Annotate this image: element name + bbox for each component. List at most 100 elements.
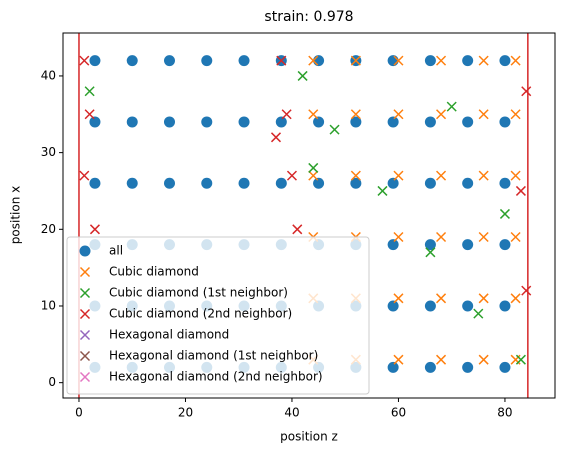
y-tick-label: 0 <box>48 375 56 389</box>
point <box>478 231 489 243</box>
point <box>201 55 213 67</box>
point <box>393 354 404 365</box>
point <box>350 109 361 120</box>
point <box>387 361 399 373</box>
point <box>281 109 292 120</box>
point <box>163 177 175 189</box>
point <box>478 55 489 66</box>
point <box>462 361 474 373</box>
legend-label: Cubic diamond (1st neighbor) <box>109 286 288 300</box>
point <box>424 239 436 251</box>
point <box>308 55 319 66</box>
point <box>462 177 474 189</box>
point <box>387 177 399 189</box>
legend-marker <box>79 308 91 320</box>
axes-frame <box>62 32 556 399</box>
point <box>238 177 250 189</box>
point <box>313 116 325 128</box>
point <box>393 55 404 66</box>
legend-marker <box>79 245 91 257</box>
point <box>424 55 436 67</box>
point <box>313 177 325 189</box>
point <box>510 55 521 66</box>
point <box>297 70 308 81</box>
legend-marker <box>79 266 91 278</box>
point <box>276 55 287 66</box>
y-tick-label: 40 <box>41 68 56 82</box>
point <box>436 231 447 243</box>
point <box>462 116 474 128</box>
point <box>308 170 319 181</box>
point <box>89 177 101 189</box>
point <box>350 116 362 128</box>
point <box>499 361 511 373</box>
chart-title: strain: 0.978 <box>264 9 353 25</box>
point <box>350 170 361 181</box>
point <box>275 177 287 189</box>
point <box>436 109 447 120</box>
point <box>436 293 447 304</box>
point <box>79 170 90 181</box>
x-tick-label: 0 <box>75 406 83 420</box>
point <box>387 300 399 312</box>
point <box>350 177 362 189</box>
y-tick-label: 20 <box>41 222 56 236</box>
point <box>499 208 510 219</box>
point <box>84 86 95 97</box>
point <box>89 224 100 235</box>
point <box>499 55 511 67</box>
point <box>313 55 325 67</box>
point <box>393 109 404 120</box>
point <box>499 300 511 312</box>
point <box>462 239 474 251</box>
point <box>89 55 101 67</box>
point <box>424 300 436 312</box>
point <box>84 109 95 120</box>
point <box>425 247 436 258</box>
point <box>126 55 138 67</box>
point <box>462 300 474 312</box>
legend-marker <box>79 329 91 341</box>
point <box>436 170 447 181</box>
point <box>201 116 213 128</box>
point <box>238 55 250 67</box>
point <box>126 177 138 189</box>
point <box>126 116 138 128</box>
legend-label: Hexagonal diamond (2nd neighbor) <box>109 370 323 384</box>
point <box>462 55 474 67</box>
y-axis-label: position x <box>9 186 23 244</box>
point <box>308 109 319 120</box>
point <box>387 55 399 67</box>
point <box>510 293 521 304</box>
point <box>89 116 101 128</box>
point <box>79 55 90 66</box>
point <box>515 185 526 196</box>
point <box>499 116 511 128</box>
y-tick-label: 30 <box>41 145 56 159</box>
point <box>163 55 175 67</box>
legend-label: Hexagonal diamond (1st neighbor) <box>109 349 318 363</box>
point <box>499 177 511 189</box>
point <box>286 170 297 181</box>
point <box>350 55 361 66</box>
point <box>308 162 319 173</box>
point <box>424 361 436 373</box>
point <box>478 109 489 120</box>
point <box>436 55 447 66</box>
point <box>446 101 457 112</box>
point <box>478 293 489 304</box>
point <box>292 224 303 235</box>
point <box>521 285 532 296</box>
legend: all Cubic diamond Cubic diamond (1st neigh… <box>66 236 370 395</box>
legend-marker <box>79 350 91 362</box>
point <box>510 170 521 181</box>
legend-marker <box>79 287 91 299</box>
legend-box <box>66 236 370 395</box>
point <box>510 231 521 243</box>
point <box>424 177 436 189</box>
x-tick-label: 60 <box>391 406 406 420</box>
legend-label: Cubic diamond <box>109 265 199 279</box>
point <box>499 239 511 251</box>
point <box>436 354 447 365</box>
